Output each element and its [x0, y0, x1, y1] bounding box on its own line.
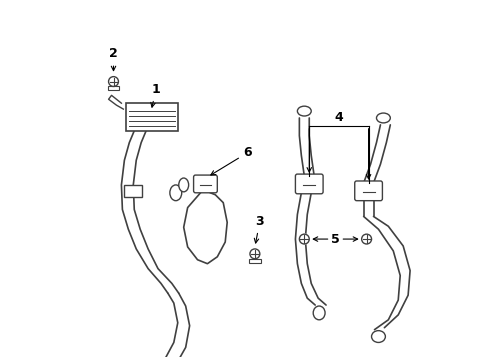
FancyBboxPatch shape — [295, 174, 323, 194]
Ellipse shape — [376, 113, 389, 123]
Bar — [248, 259, 260, 263]
Text: 4: 4 — [334, 112, 343, 125]
Bar — [124, 185, 142, 197]
FancyBboxPatch shape — [354, 181, 382, 201]
Text: 6: 6 — [210, 146, 252, 175]
Bar — [107, 86, 119, 90]
Bar — [126, 103, 178, 131]
Circle shape — [299, 234, 308, 244]
Circle shape — [249, 249, 259, 259]
Ellipse shape — [179, 178, 188, 192]
Circle shape — [108, 77, 118, 86]
Text: 5: 5 — [330, 233, 339, 246]
Ellipse shape — [371, 330, 385, 342]
Ellipse shape — [297, 106, 310, 116]
FancyBboxPatch shape — [193, 175, 217, 193]
Text: 1: 1 — [150, 83, 160, 107]
Text: 3: 3 — [254, 215, 264, 243]
Text: 2: 2 — [109, 48, 118, 71]
Circle shape — [361, 234, 371, 244]
Ellipse shape — [313, 306, 325, 320]
